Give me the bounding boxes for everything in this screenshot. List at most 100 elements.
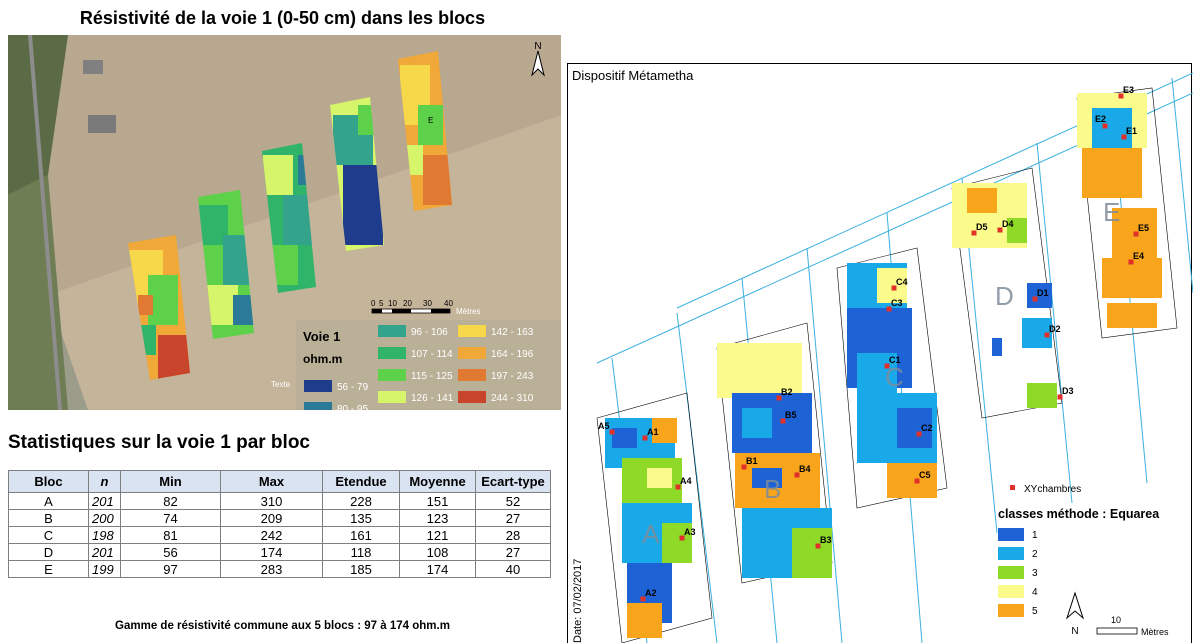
chamber-label: B4 <box>799 464 811 474</box>
legend-swatch <box>378 369 406 381</box>
col-header: Bloc <box>8 470 89 493</box>
chamber-label: E4 <box>1133 251 1144 261</box>
scale-value: 10 <box>1111 615 1121 625</box>
col-header: n <box>88 470 121 493</box>
north-label: N <box>534 41 541 52</box>
chamber-point <box>971 230 977 236</box>
chamber-point <box>640 596 646 602</box>
chamber-point <box>679 535 685 541</box>
legend-label: 1 <box>1032 530 1038 541</box>
legend-title: Voie 1 <box>303 329 340 344</box>
north-arrow-icon <box>1065 591 1085 620</box>
table-row: A 201 82 310 228 151 52 <box>8 492 551 510</box>
table-cell: 118 <box>322 543 400 561</box>
legend-swatch <box>458 325 486 337</box>
legend-swatch <box>998 547 1024 560</box>
chamber-point <box>891 285 897 291</box>
table-cell: 151 <box>399 492 476 510</box>
legend-swatch <box>304 380 332 392</box>
table-cell: 56 <box>120 543 221 561</box>
chamber-point <box>609 429 615 435</box>
chamber-point <box>642 435 648 441</box>
legend-swatch <box>378 347 406 359</box>
stats-table: Bloc n Min Max Etendue Moyenne Ecart-typ… <box>8 470 551 578</box>
chamber-label: C2 <box>921 423 933 433</box>
table-cell: 185 <box>322 560 400 578</box>
legend-unit: ohm.m <box>303 352 342 366</box>
chamber-point <box>1044 332 1050 338</box>
table-cell: 198 <box>88 526 121 544</box>
table-cell: 81 <box>120 526 221 544</box>
table-cell: 123 <box>399 509 476 527</box>
chamber-point <box>916 431 922 437</box>
table-cell: 201 <box>88 492 121 510</box>
chamber-label: A5 <box>598 421 610 431</box>
block-d-raster <box>330 97 384 251</box>
chamber-label: B2 <box>781 387 793 397</box>
table-cell: A <box>8 492 89 510</box>
chamber-label: E2 <box>1095 114 1106 124</box>
chamber-label: A4 <box>680 476 692 486</box>
table-cell: 174 <box>220 543 323 561</box>
north-label: N <box>1071 626 1078 637</box>
legend-label: 164 - 196 <box>491 349 534 360</box>
block-labels: A B C D E <box>642 197 1120 549</box>
block-label: A <box>642 519 660 549</box>
legend-label: 197 - 243 <box>491 371 534 382</box>
chamber-label: E5 <box>1138 223 1149 233</box>
legend-swatch <box>378 325 406 337</box>
north-arrow: N <box>531 41 545 77</box>
block-a-cells <box>605 418 692 638</box>
plot-outlines <box>596 87 1178 643</box>
table-cell: D <box>8 543 89 561</box>
block-e-raster <box>398 51 452 211</box>
table-cell: 228 <box>322 492 400 510</box>
resistivity-legend: Voie 1 ohm.m Texte 96 - 106 107 - 114 115 … <box>271 320 561 410</box>
table-cell: 27 <box>475 543 551 561</box>
table-cell: 40 <box>475 560 551 578</box>
map-title: Dispositif Métametha <box>572 68 694 83</box>
legend-label: 126 - 141 <box>411 393 454 404</box>
chamber-point <box>780 418 786 424</box>
table-cell: 97 <box>120 560 221 578</box>
map-date: Date: 07/02/2017 <box>572 559 584 643</box>
table-cell: 242 <box>220 526 323 544</box>
chamber-label: A2 <box>645 588 657 598</box>
chamber-label: B5 <box>785 410 797 420</box>
chamber-label: A3 <box>684 527 696 537</box>
points-label: XYchambres <box>1024 484 1081 495</box>
legend-swatch <box>378 391 406 403</box>
legend-label: 4 <box>1032 587 1038 598</box>
chamber-label: D3 <box>1062 386 1074 396</box>
road <box>28 35 62 410</box>
chamber-label: C4 <box>896 277 908 287</box>
col-header: Min <box>120 470 221 493</box>
block-label: B <box>764 474 781 504</box>
legend-swatch <box>304 402 332 410</box>
chamber-label: B3 <box>820 535 832 545</box>
chamber-label: A1 <box>647 427 659 437</box>
legend-label: 244 - 310 <box>491 393 534 404</box>
table-cell: 121 <box>399 526 476 544</box>
chamber-point <box>1057 394 1063 400</box>
table-cell: 199 <box>88 560 121 578</box>
block-e-cells <box>1077 93 1162 328</box>
chamber-label: C3 <box>891 298 903 308</box>
chamber-label: D5 <box>976 222 988 232</box>
legend-swatch <box>998 585 1024 598</box>
block-label: C <box>885 362 904 392</box>
chamber-point <box>741 464 747 470</box>
chamber-point <box>776 395 782 401</box>
table-cell: 310 <box>220 492 323 510</box>
table-cell: 28 <box>475 526 551 544</box>
right-legend: XYchambres classes méthode : Equarea 1 2 3… <box>998 484 1160 617</box>
chamber-point <box>1121 134 1127 140</box>
col-header: Ecart-type <box>475 470 551 493</box>
chamber-point <box>675 484 681 490</box>
chamber-point <box>1133 231 1139 237</box>
chamber-point <box>1032 296 1038 302</box>
table-cell: 161 <box>322 526 400 544</box>
chamber-point <box>1102 123 1108 129</box>
scale-tick: 40 <box>444 299 453 308</box>
